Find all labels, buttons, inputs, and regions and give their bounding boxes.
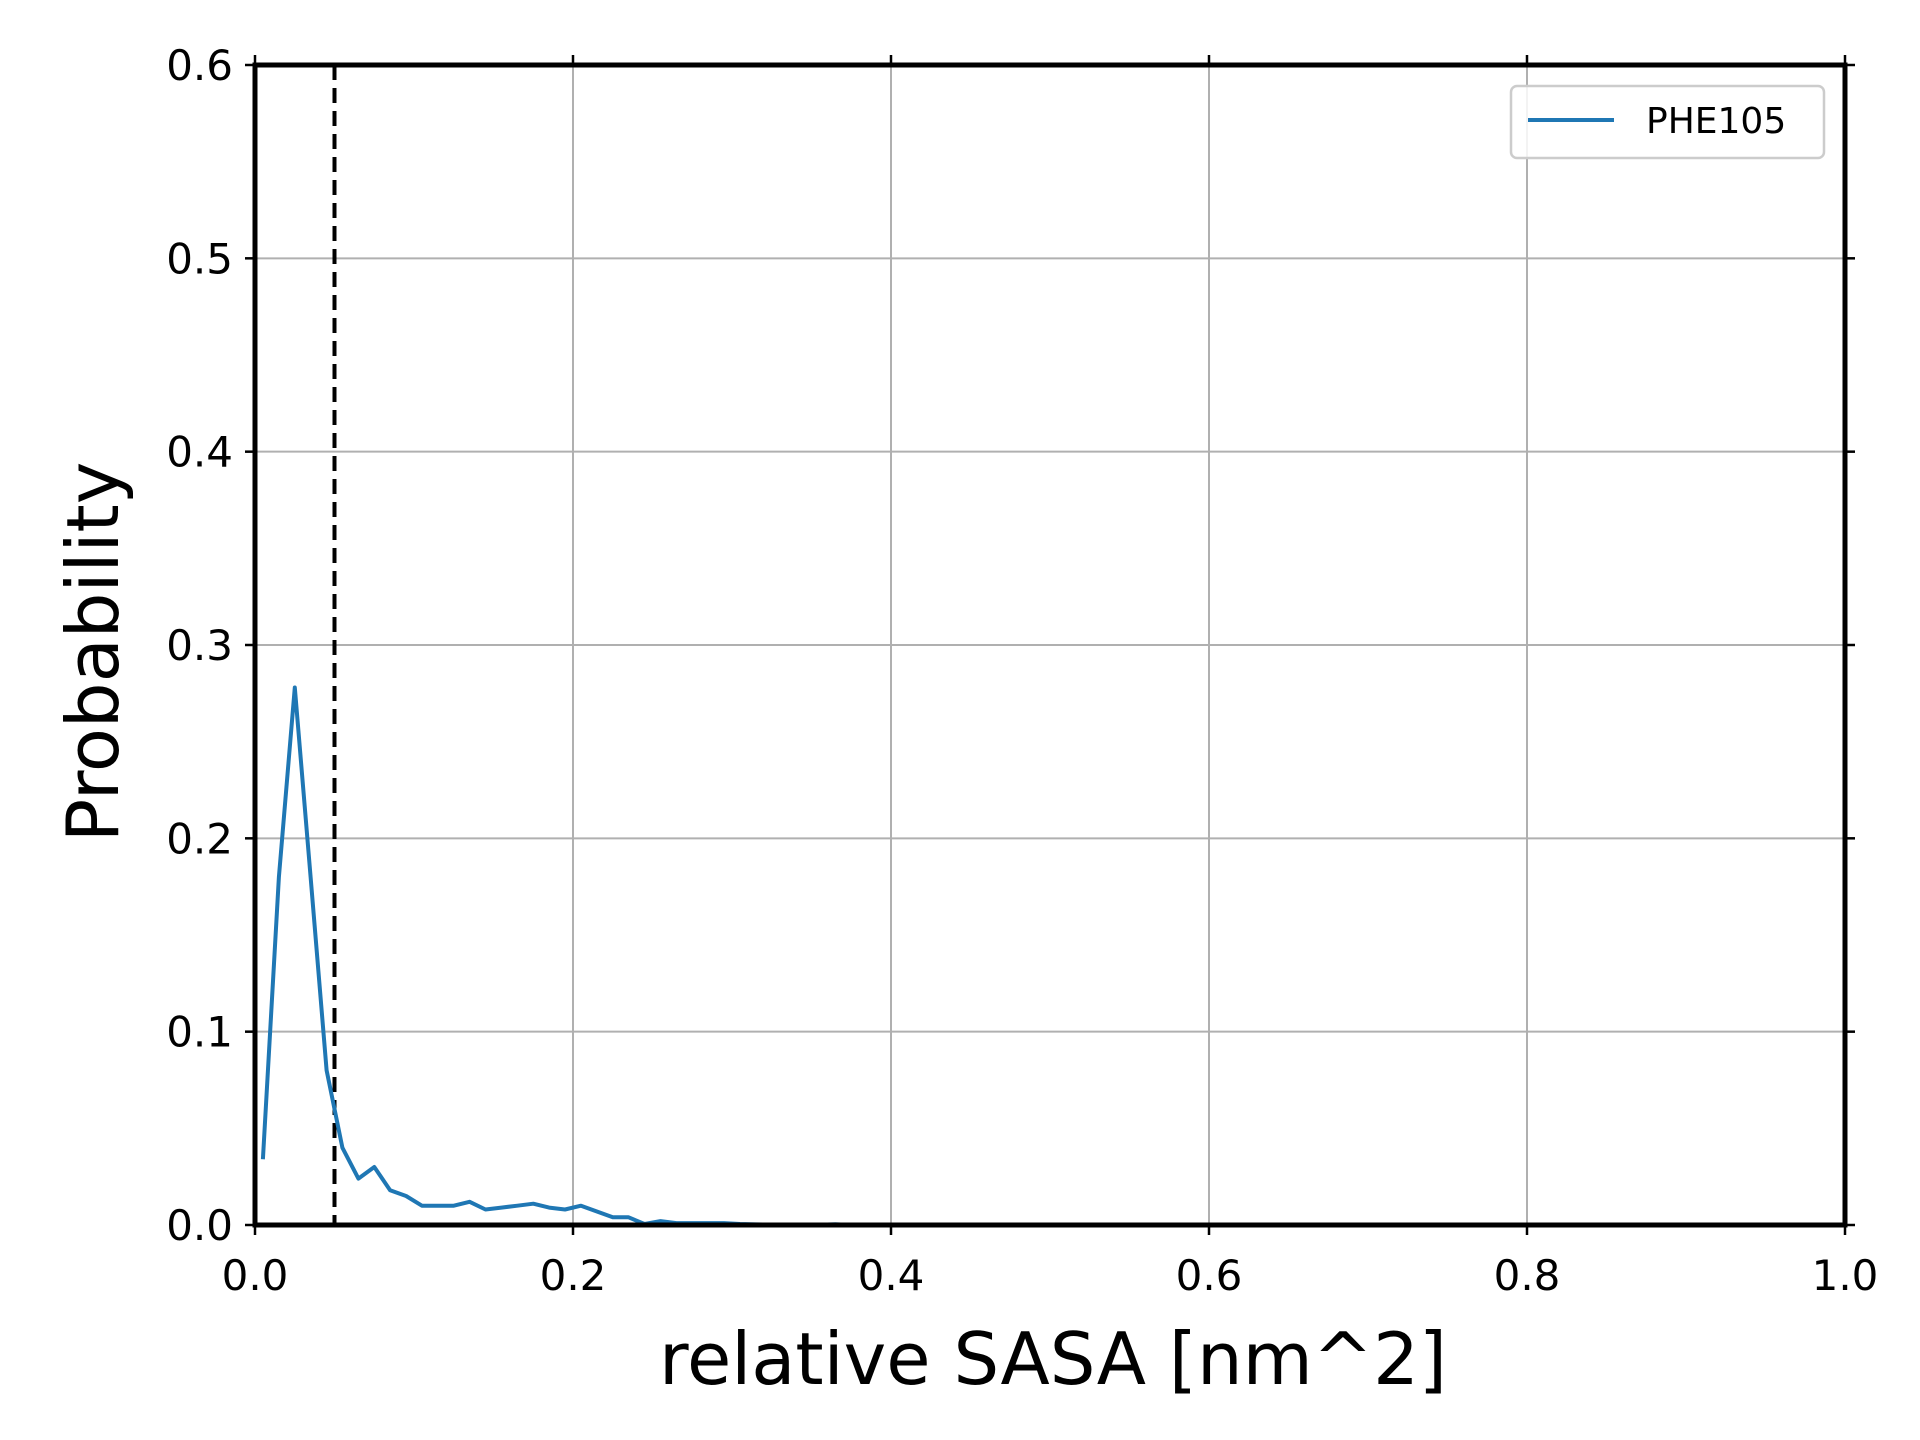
x-tick-label: 0.6 <box>1176 1251 1243 1300</box>
y-tick-label: 0.2 <box>166 814 233 863</box>
axis-ticks: 0.0 0.2 0.4 0.6 0.8 1.0 0.0 0.1 0.2 0.3 0.4 0.5 0.6 <box>166 41 1878 1300</box>
y-tick-label: 0.3 <box>166 621 233 670</box>
y-tick-label: 0.0 <box>166 1201 233 1250</box>
legend-label: PHE105 <box>1646 101 1786 142</box>
legend-box <box>1509 84 1826 160</box>
x-tick-label: 0.0 <box>222 1251 289 1300</box>
grid-lines <box>254 64 1846 1226</box>
y-tick-label: 0.6 <box>166 41 233 90</box>
y-axis-title: Probability <box>51 462 135 843</box>
y-tick-label: 0.5 <box>166 234 233 283</box>
x-tick-label: 0.8 <box>1494 1251 1561 1300</box>
x-tick-label: 0.2 <box>540 1251 607 1300</box>
legend: PHE105 <box>1509 84 1826 160</box>
y-tick-label: 0.4 <box>166 428 233 477</box>
x-axis-title: relative SASA [nm^2] <box>659 1317 1447 1401</box>
y-tick-label: 0.1 <box>166 1008 233 1057</box>
x-tick-label: 0.4 <box>858 1251 925 1300</box>
x-tick-label: 1.0 <box>1812 1251 1879 1300</box>
